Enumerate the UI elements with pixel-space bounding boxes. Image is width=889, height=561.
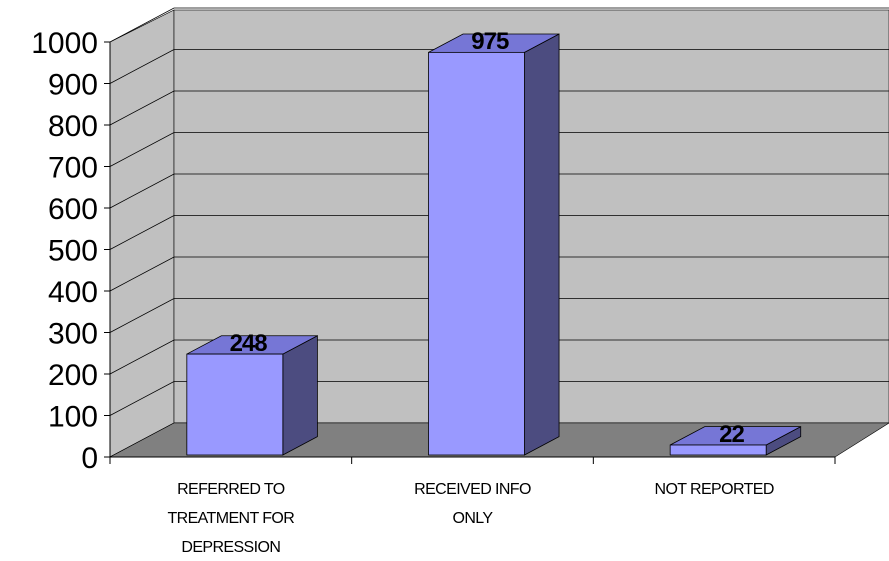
x-category-label-line: TREATMENT FOR bbox=[167, 510, 294, 527]
bar-front-3 bbox=[669, 444, 767, 456]
data-labels: 248 975 22 bbox=[230, 28, 746, 448]
x-category-label-1: REFERRED TO TREATMENT FOR DEPRESSION bbox=[167, 481, 294, 556]
bars bbox=[186, 33, 802, 456]
x-category-label-3: NOT REPORTED bbox=[654, 481, 773, 498]
gridline-10 bbox=[109, 7, 889, 43]
bar-1 bbox=[186, 335, 318, 456]
gridline-7 bbox=[109, 132, 889, 167]
axes bbox=[104, 41, 836, 464]
y-tick-label-7: 700 bbox=[48, 152, 98, 185]
bar-side-2 bbox=[524, 33, 560, 456]
gridline-3 bbox=[109, 298, 889, 333]
x-category-label-line: ONLY bbox=[453, 510, 494, 527]
y-tick-label-9: 900 bbox=[48, 69, 98, 102]
y-tick-label-5: 500 bbox=[48, 235, 98, 268]
gridline-1 bbox=[109, 381, 889, 416]
y-tick-label-10: 1000 bbox=[31, 27, 98, 60]
y-tick-label-1: 100 bbox=[48, 401, 98, 434]
x-category-label-2: RECEIVED INFO ONLY bbox=[414, 481, 531, 527]
bar-3 bbox=[669, 425, 802, 456]
data-label-3: 22 bbox=[719, 421, 744, 448]
gridline-5 bbox=[109, 215, 889, 250]
y-axis-ticks: 0 100 200 300 400 500 600 700 800 900 1000 bbox=[31, 27, 98, 475]
y-tick-label-6: 600 bbox=[48, 193, 98, 226]
data-label-2: 975 bbox=[471, 28, 509, 55]
bar-2 bbox=[428, 33, 560, 456]
gridline-9 bbox=[109, 49, 889, 84]
x-axis-labels: REFERRED TO TREATMENT FOR DEPRESSION RECEIV… bbox=[167, 481, 774, 556]
gridline-8 bbox=[109, 90, 889, 126]
bar-front-1 bbox=[186, 353, 284, 456]
bar-front-2 bbox=[428, 51, 525, 456]
gridline-4 bbox=[109, 256, 889, 292]
x-category-label-line: NOT REPORTED bbox=[654, 481, 773, 498]
y-tick-label-8: 800 bbox=[48, 110, 98, 143]
gridline-2 bbox=[109, 339, 889, 375]
y-tick-label-4: 400 bbox=[48, 276, 98, 309]
bar-side-1 bbox=[282, 335, 318, 456]
data-label-1: 248 bbox=[230, 330, 268, 357]
gridline-6 bbox=[109, 173, 889, 209]
side-wall bbox=[109, 9, 175, 458]
y-tick-label-3: 300 bbox=[48, 318, 98, 351]
x-category-label-line: REFERRED TO bbox=[177, 481, 285, 498]
x-category-label-line: DEPRESSION bbox=[181, 539, 280, 556]
gridlines bbox=[109, 7, 889, 458]
x-category-label-line: RECEIVED INFO bbox=[414, 481, 531, 498]
y-tick-label-0: 0 bbox=[81, 442, 98, 475]
y-tick-label-2: 200 bbox=[48, 359, 98, 392]
